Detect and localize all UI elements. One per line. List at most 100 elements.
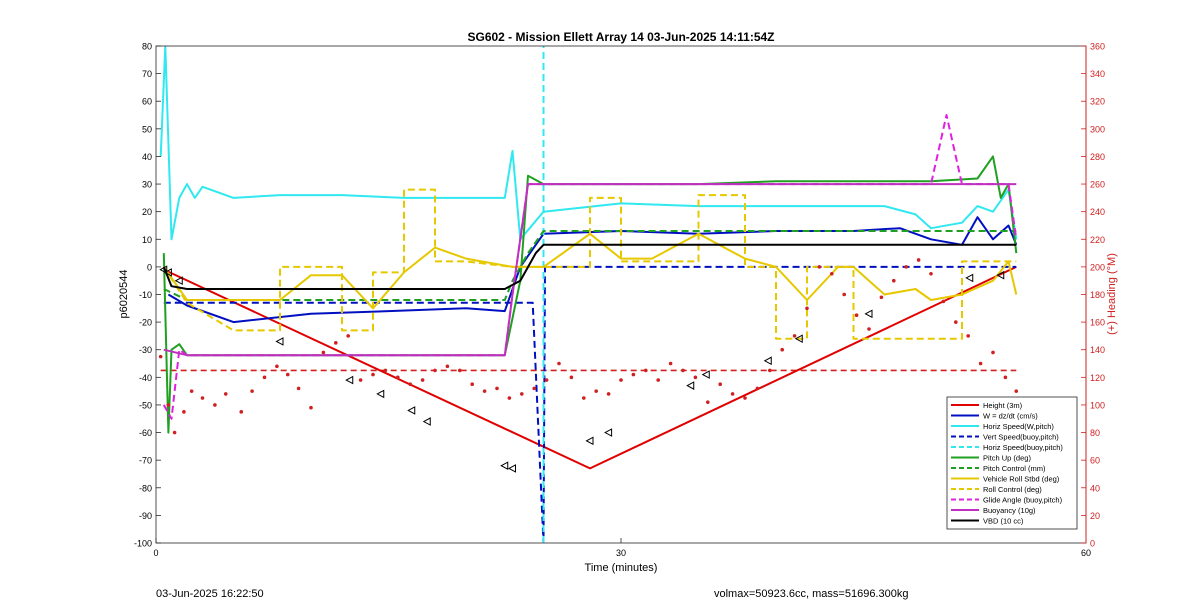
height-marker xyxy=(585,436,594,446)
heading-point xyxy=(507,396,512,400)
footer-timestamp: 03-Jun-2025 16:22:50 xyxy=(156,588,264,600)
height-marker xyxy=(376,389,385,399)
heading-point xyxy=(158,354,163,359)
heading-point xyxy=(445,364,450,369)
y2-tick-label: 120 xyxy=(1090,373,1105,383)
heading-point xyxy=(166,403,171,407)
heading-point xyxy=(396,375,400,380)
y-tick-label: -10 xyxy=(139,290,152,300)
heading-point xyxy=(189,389,194,393)
heading-point xyxy=(223,392,228,396)
heading-point xyxy=(619,378,623,382)
height-marker xyxy=(686,381,695,390)
y-tick-label: -100 xyxy=(134,539,152,549)
y2-tick-label: 320 xyxy=(1090,97,1105,107)
heading-point xyxy=(805,306,809,311)
y2-tick-label: 200 xyxy=(1090,262,1105,272)
height-marker xyxy=(275,337,284,346)
heading-point xyxy=(200,396,205,400)
y-axis-label: p6020544 xyxy=(118,270,130,319)
heading-point xyxy=(854,313,859,318)
legend-entry: Buoyancy (10g) xyxy=(983,506,1036,515)
heading-point xyxy=(594,389,598,393)
height-marker xyxy=(763,356,772,366)
height-marker xyxy=(174,276,183,286)
heading-point xyxy=(520,392,524,396)
heading-point xyxy=(904,265,908,269)
y2-tick-label: 360 xyxy=(1090,42,1105,52)
heading-point xyxy=(321,350,326,355)
legend-entry: Roll Control (deg) xyxy=(983,485,1042,494)
x-tick-label: 60 xyxy=(1081,548,1091,558)
heading-point xyxy=(296,386,301,391)
y-tick-label: 40 xyxy=(142,152,152,162)
legend-entry: W = dz/dt (cm/s) xyxy=(983,412,1038,421)
y2-tick-label: 280 xyxy=(1090,152,1105,162)
heading-point xyxy=(693,375,698,380)
y-tick-label: 10 xyxy=(142,235,152,245)
y-tick-label: -40 xyxy=(139,373,152,383)
series-line-2 xyxy=(159,46,1018,241)
y2-tick-label: 80 xyxy=(1090,428,1100,438)
legend-entry: Horiz Speed(buoy,pitch) xyxy=(983,443,1063,452)
heading-point xyxy=(557,361,561,366)
heading-point xyxy=(929,271,933,276)
heading-point xyxy=(408,382,413,387)
y2-tick-label: 240 xyxy=(1090,207,1105,217)
heading-point xyxy=(309,405,313,410)
y-tick-label: 60 xyxy=(142,97,152,107)
heading-point xyxy=(780,347,784,352)
heading-point xyxy=(383,368,388,373)
heading-point xyxy=(768,368,772,373)
height-marker xyxy=(422,417,431,426)
y2-tick-label: 20 xyxy=(1090,511,1100,521)
y-tick-label: 70 xyxy=(142,69,152,79)
y-tick-label: 0 xyxy=(147,262,152,272)
heading-point xyxy=(644,368,648,373)
y-tick-label: -90 xyxy=(139,511,152,521)
legend-entry: Pitch Control (mm) xyxy=(983,464,1046,473)
y2-tick-label: 300 xyxy=(1090,124,1105,134)
heading-point xyxy=(250,389,254,393)
heading-point xyxy=(1014,389,1019,393)
y-tick-label: -60 xyxy=(139,428,152,438)
heading-point xyxy=(213,403,217,407)
heading-point xyxy=(275,364,279,369)
height-marker xyxy=(345,375,354,385)
y-tick-label: -30 xyxy=(139,345,152,355)
heading-point xyxy=(470,382,475,387)
series-line-0 xyxy=(163,265,1017,470)
heading-point xyxy=(631,372,636,377)
heading-point xyxy=(755,386,760,391)
heading-point xyxy=(916,258,921,262)
height-marker xyxy=(794,334,803,344)
heading-point xyxy=(172,430,177,435)
heading-point xyxy=(743,396,747,400)
heading-point xyxy=(730,392,735,396)
y-tick-label: 20 xyxy=(142,207,152,217)
heading-point xyxy=(792,334,797,338)
heading-point xyxy=(433,368,437,373)
series-line-3 xyxy=(163,265,1017,543)
heading-point xyxy=(954,320,958,324)
heading-point xyxy=(262,375,267,380)
y-tick-label: 30 xyxy=(142,180,152,190)
series-line-10 xyxy=(163,183,1017,357)
legend-entry: Glide Angle (buoy,pitch) xyxy=(983,496,1063,505)
heading-point xyxy=(482,389,487,393)
heading-point xyxy=(420,378,425,382)
heading-point xyxy=(681,368,685,373)
legend-entry: Height (3m) xyxy=(983,401,1023,410)
heading-point xyxy=(285,372,290,377)
series-line-7 xyxy=(162,232,1018,310)
legend-entry: Vert Speed(buoy,pitch) xyxy=(983,433,1059,442)
heading-point xyxy=(371,372,375,377)
height-marker xyxy=(701,370,710,379)
height-marker xyxy=(407,406,416,415)
heading-point xyxy=(842,292,846,297)
heading-point xyxy=(358,378,363,382)
series-line-1 xyxy=(167,216,1018,324)
heading-point xyxy=(495,386,499,391)
legend-box xyxy=(946,396,1078,530)
heading-point xyxy=(239,410,244,414)
